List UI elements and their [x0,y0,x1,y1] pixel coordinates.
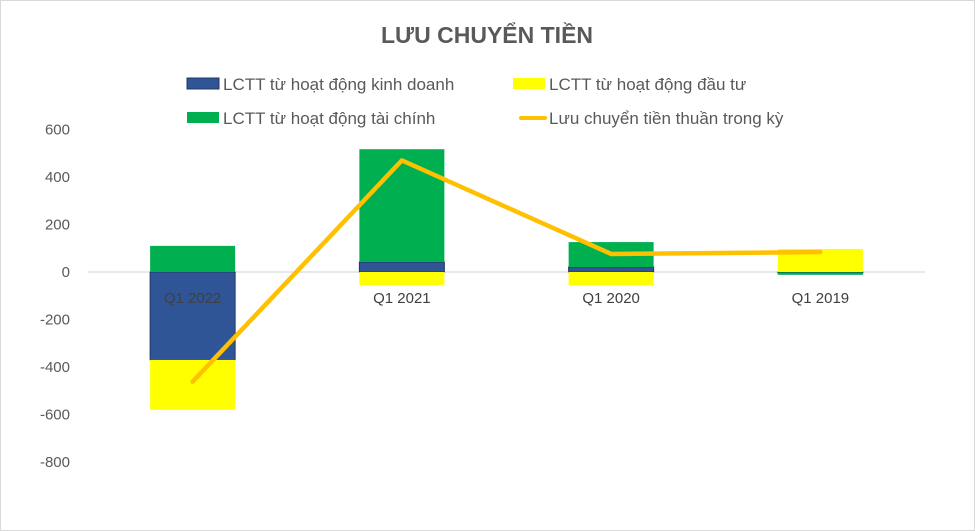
bar-1-1 [359,272,445,286]
legend: LCTT từ hoạt động kinh doanh LCTT từ hoạt… [186,75,784,128]
legend-label: LCTT từ hoạt động tài chính [223,109,435,128]
y-tick-label: 600 [45,122,70,139]
bar-2-1 [359,149,445,263]
legend-label: LCTT từ hoạt động kinh doanh [223,75,454,94]
category-label: Q1 2022 [164,290,222,307]
y-axis: 600 400 200 0 -200 -400 -600 -800 [40,122,925,471]
bar-0-2 [568,266,655,273]
bars [149,149,864,410]
category-label: Q1 2019 [792,290,850,307]
y-tick-label: -600 [40,407,70,424]
y-tick-label: 400 [45,169,70,186]
y-tick-label: 0 [62,264,70,281]
net-flow-line [190,158,823,384]
legend-label: Lưu chuyển tiền thuần trong kỳ [549,109,784,128]
category-label: Q1 2021 [373,290,431,307]
category-labels: Q1 2022 Q1 2021 Q1 2020 Q1 2019 [164,290,849,307]
y-tick-label: 200 [45,217,70,234]
bar-2-0 [150,245,236,272]
y-tick-label: -200 [40,312,70,329]
bar-0-1 [358,261,445,273]
bar-1-2 [568,272,654,286]
bar-0-0 [149,271,236,361]
legend-label: LCTT từ hoạt động đầu tư [549,75,746,94]
legend-swatch-0 [186,77,220,90]
bar-1-3 [777,248,863,272]
net-flow-polyline [190,158,823,384]
bar-2-3 [777,272,863,275]
category-label: Q1 2020 [582,290,640,307]
legend-swatch-1 [513,78,545,89]
chart-title: LƯU CHUYỂN TIỀN [381,21,593,48]
y-tick-label: -800 [40,454,70,471]
legend-swatch-2 [187,112,219,123]
y-tick-label: -400 [40,359,70,376]
bar-1-0 [150,359,236,410]
